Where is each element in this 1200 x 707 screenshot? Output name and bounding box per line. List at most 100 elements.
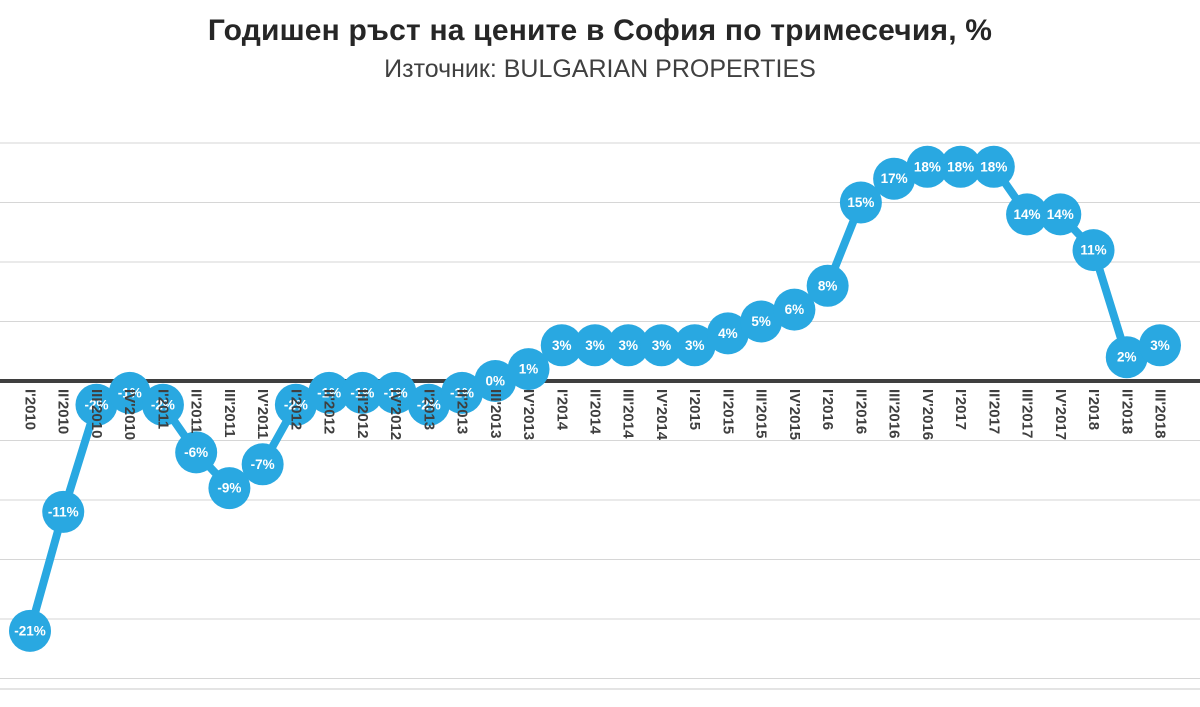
data-point — [42, 490, 85, 533]
x-axis-label: I'2016 — [819, 389, 836, 430]
data-point-label: -2% — [417, 397, 441, 412]
data-point — [706, 312, 749, 355]
data-point-label: -1% — [450, 385, 474, 400]
data-point-label: 6% — [785, 302, 805, 317]
x-axis-label: IV'2010 — [121, 389, 138, 440]
data-point-label: 1% — [519, 362, 539, 377]
data-point-label: -11% — [48, 504, 79, 519]
x-axis-label: IV'2014 — [653, 389, 670, 441]
data-point — [939, 145, 982, 188]
data-point-label: 3% — [552, 338, 572, 353]
data-point — [873, 157, 916, 200]
data-point-label: 5% — [751, 314, 771, 329]
data-point-label: 18% — [980, 159, 1007, 174]
x-axis-label: II'2011 — [188, 389, 205, 433]
x-axis-label: II'2017 — [985, 389, 1002, 434]
data-point-label: 14% — [1047, 207, 1074, 222]
data-point — [507, 348, 550, 391]
data-point-label: 3% — [585, 338, 605, 353]
x-axis-label: II'2010 — [55, 389, 72, 434]
data-point — [108, 371, 151, 414]
data-point — [607, 324, 650, 367]
data-point — [1039, 193, 1082, 236]
chart-header: Годишен ръст на цените в София по тримес… — [0, 0, 1200, 110]
data-point-label: 4% — [718, 326, 738, 341]
data-point-label: 11% — [1080, 243, 1106, 258]
data-point-label: -2% — [151, 397, 175, 412]
data-point — [208, 467, 251, 510]
x-axis-label: I'2017 — [952, 389, 969, 430]
data-point-label: 18% — [914, 159, 941, 174]
data-point-label: -1% — [317, 385, 341, 400]
data-point-label: -2% — [284, 397, 308, 412]
data-point — [374, 371, 417, 414]
x-axis-label: IV'2012 — [387, 389, 404, 440]
data-point — [540, 324, 583, 367]
x-axis-label: III'2011 — [221, 389, 238, 438]
x-axis-label: IV'2015 — [786, 389, 803, 440]
data-point — [839, 181, 882, 224]
data-point-label: -1% — [384, 385, 408, 400]
data-point — [1139, 324, 1181, 367]
data-point-label: -1% — [118, 385, 142, 400]
data-point — [806, 264, 849, 307]
data-point-label: 3% — [1150, 338, 1170, 353]
x-axis-label: III'2015 — [753, 389, 770, 438]
x-axis-label: I'2011 — [154, 389, 171, 429]
x-axis-label: III'2014 — [620, 389, 637, 439]
x-axis-label: IV'2013 — [520, 389, 537, 440]
data-point — [1105, 336, 1148, 379]
data-point-label: 3% — [685, 338, 705, 353]
data-point — [308, 371, 351, 414]
data-point-label: -21% — [14, 623, 46, 638]
x-axis-label: I'2010 — [22, 389, 39, 430]
data-point — [740, 300, 783, 343]
chart-canvas: -21% -11% -2% -1% -2% -6% -9% -7% -2% -1% -1% -1% -2… — [0, 142, 1200, 690]
chart-subtitle: Източник: BULGARIAN PROPERTIES — [384, 55, 816, 83]
data-point-label: 15% — [847, 195, 874, 210]
x-axis-label: I'2013 — [420, 389, 437, 430]
data-point-label: -2% — [84, 397, 108, 412]
x-axis-label: II'2015 — [719, 389, 736, 434]
data-point-label: 2% — [1117, 350, 1137, 365]
data-point — [75, 383, 118, 426]
data-point — [673, 324, 716, 367]
data-point-label: -6% — [184, 445, 208, 460]
x-axis-label: III'2018 — [1152, 389, 1169, 438]
data-point — [906, 145, 949, 188]
x-axis-label: I'2012 — [287, 389, 304, 430]
data-point-label: -9% — [217, 481, 241, 496]
data-point — [341, 371, 384, 414]
data-point-label: -7% — [251, 457, 275, 472]
data-point — [1072, 229, 1115, 272]
x-axis-label: I'2018 — [1085, 389, 1102, 430]
x-axis-label: II'2014 — [587, 389, 604, 435]
data-point-label: 8% — [818, 278, 838, 293]
data-point-label: 3% — [618, 338, 638, 353]
x-axis-label: III'2017 — [1019, 389, 1036, 438]
x-axis-label: III'2010 — [88, 389, 105, 438]
x-axis-label: II'2016 — [852, 389, 869, 434]
data-point — [9, 609, 51, 652]
data-point-label: 17% — [881, 171, 908, 186]
data-point — [773, 288, 816, 331]
data-point — [474, 360, 517, 402]
x-axis-label: III'2013 — [487, 389, 504, 438]
data-point — [274, 383, 317, 426]
x-axis-label: IV'2011 — [254, 389, 271, 439]
x-axis-label: III'2012 — [354, 389, 371, 438]
x-axis-label: II'2018 — [1118, 389, 1135, 434]
data-point — [241, 443, 284, 486]
data-point-label: 3% — [652, 338, 672, 353]
data-point — [175, 431, 218, 474]
data-point-label: 14% — [1014, 207, 1041, 222]
x-axis-label: III'2016 — [886, 389, 903, 438]
x-axis-label: IV'2017 — [1052, 389, 1069, 440]
data-point — [1006, 193, 1049, 236]
x-axis-label: I'2014 — [553, 389, 570, 431]
data-point — [972, 145, 1015, 188]
x-axis-label: II'2013 — [454, 389, 471, 434]
line-chart: -21% -11% -2% -1% -2% -6% -9% -7% -2% -1% -1% -1% -2… — [0, 110, 1200, 702]
data-point — [640, 324, 683, 367]
data-point-label: -1% — [350, 385, 374, 400]
